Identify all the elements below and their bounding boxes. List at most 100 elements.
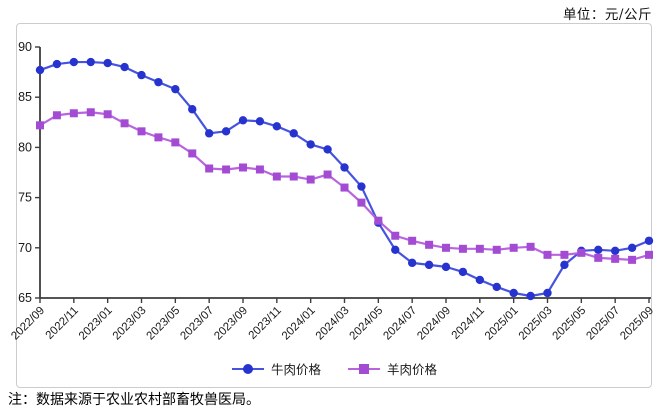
mutton-data-point <box>103 110 112 119</box>
legend-item-mutton: 羊肉价格 <box>347 359 437 378</box>
beef-data-point <box>137 70 146 80</box>
mutton-data-point <box>289 172 298 181</box>
mutton-series <box>36 108 653 264</box>
x-tick-label: 2024/03 <box>314 305 352 343</box>
beef-series-line <box>39 60 650 298</box>
y-tick-label: 70 <box>18 241 32 255</box>
x-tick-label: 2025/05 <box>551 305 589 343</box>
beef-data-point <box>86 57 95 67</box>
beef-data-point <box>120 62 129 72</box>
mutton-data-point <box>188 149 197 158</box>
mutton-data-point <box>323 170 332 179</box>
x-axis-ticks: 2022/092022/112023/012023/032023/052023/… <box>9 298 656 343</box>
beef-data-point <box>272 122 282 131</box>
chart-panel: 65 70 75 80 85 90 2022/09 2022/11 2023/01 2023/03… <box>9 23 656 388</box>
beef-data-point <box>323 145 332 154</box>
mutton-data-point <box>52 111 61 120</box>
mutton-data-point <box>69 109 78 118</box>
x-tick-label: 2023/07 <box>178 305 216 343</box>
mutton-data-point <box>408 236 417 245</box>
x-tick-label: 2023/03 <box>111 305 149 343</box>
mutton-data-point <box>306 175 315 184</box>
beef-data-point <box>492 282 501 292</box>
beef-data-point <box>594 245 603 255</box>
mutton-data-point <box>222 165 231 174</box>
mutton-legend-marker-icon <box>348 363 380 374</box>
mutton-data-point <box>391 231 400 240</box>
x-tick-label: 2023/09 <box>212 305 250 343</box>
x-tick-label: 2022/11 <box>44 305 81 342</box>
beef-data-point <box>103 58 112 68</box>
x-tick-label: 2025/09 <box>618 305 656 343</box>
beef-data-point <box>204 129 214 138</box>
beef-data-point <box>35 65 45 75</box>
x-tick-label: 2023/11 <box>247 305 284 342</box>
mutton-data-point <box>628 255 637 264</box>
y-tick-label: 75 <box>18 191 32 205</box>
beef-data-point <box>52 59 62 69</box>
mutton-data-point <box>526 242 535 251</box>
axes <box>39 47 651 299</box>
mutton-data-point <box>36 121 44 130</box>
beef-data-point <box>407 258 417 268</box>
beef-data-point <box>475 275 485 285</box>
mutton-data-point <box>425 240 434 249</box>
mutton-data-point <box>120 119 129 128</box>
beef-data-point <box>458 267 468 277</box>
mutton-data-point <box>560 250 569 259</box>
beef-data-point <box>306 140 315 149</box>
mutton-data-point <box>492 245 501 254</box>
mutton-data-point <box>239 163 247 172</box>
beef-data-point <box>543 288 552 298</box>
mutton-data-point <box>374 216 383 225</box>
mutton-data-point <box>475 244 484 253</box>
x-tick-label: 2023/01 <box>77 305 115 343</box>
beef-legend-marker-icon <box>231 363 264 374</box>
mutton-data-point <box>577 248 586 257</box>
beef-data-point <box>627 243 637 252</box>
y-tick-label: 90 <box>18 40 32 54</box>
beef-legend-label: 牛肉价格 <box>270 363 321 377</box>
mutton-data-point <box>458 244 467 253</box>
beef-data-point <box>238 116 248 125</box>
x-tick-label: 2025/01 <box>483 305 521 343</box>
beef-data-point <box>526 291 535 301</box>
beef-data-point <box>509 288 518 298</box>
beef-series <box>35 57 654 301</box>
x-tick-label: 2025/03 <box>517 305 555 343</box>
mutton-data-point <box>86 108 95 117</box>
mutton-data-point <box>611 254 620 263</box>
beef-data-point <box>69 57 79 67</box>
beef-data-point <box>610 246 620 256</box>
mutton-data-point <box>357 198 366 207</box>
mutton-data-point <box>645 250 653 259</box>
beef-data-point <box>255 117 265 126</box>
beef-data-point <box>221 127 231 136</box>
y-tick-label: 65 <box>18 291 32 305</box>
beef-data-point <box>391 245 400 255</box>
mutton-data-point <box>137 127 146 136</box>
x-tick-label: 2024/11 <box>450 305 487 342</box>
x-tick-label: 2023/05 <box>145 305 183 343</box>
beef-data-point <box>424 260 434 270</box>
x-tick-label: 2022/09 <box>9 305 47 343</box>
mutton-data-point <box>255 165 264 174</box>
legend-item-beef: 牛肉价格 <box>231 359 321 378</box>
x-tick-label: 2024/09 <box>415 305 453 343</box>
mutton-data-point <box>154 133 163 142</box>
mutton-data-point <box>594 253 603 262</box>
mutton-legend-label: 羊肉价格 <box>387 363 438 377</box>
beef-data-point <box>357 182 366 191</box>
mutton-data-point <box>205 164 214 173</box>
mutton-data-point <box>543 250 552 259</box>
y-tick-label: 85 <box>18 90 32 104</box>
y-axis-ticks: 65 70 75 80 85 90 <box>18 40 40 305</box>
unit-label: 单位：元/公斤 <box>562 7 652 23</box>
beef-data-point <box>188 105 197 114</box>
y-tick-label: 80 <box>18 140 32 154</box>
beef-data-point <box>560 260 569 270</box>
beef-data-point <box>340 163 349 172</box>
x-tick-label: 2024/07 <box>381 305 419 343</box>
source-note: 注：数据来源于农业农村部畜牧兽医局。 <box>8 392 260 408</box>
